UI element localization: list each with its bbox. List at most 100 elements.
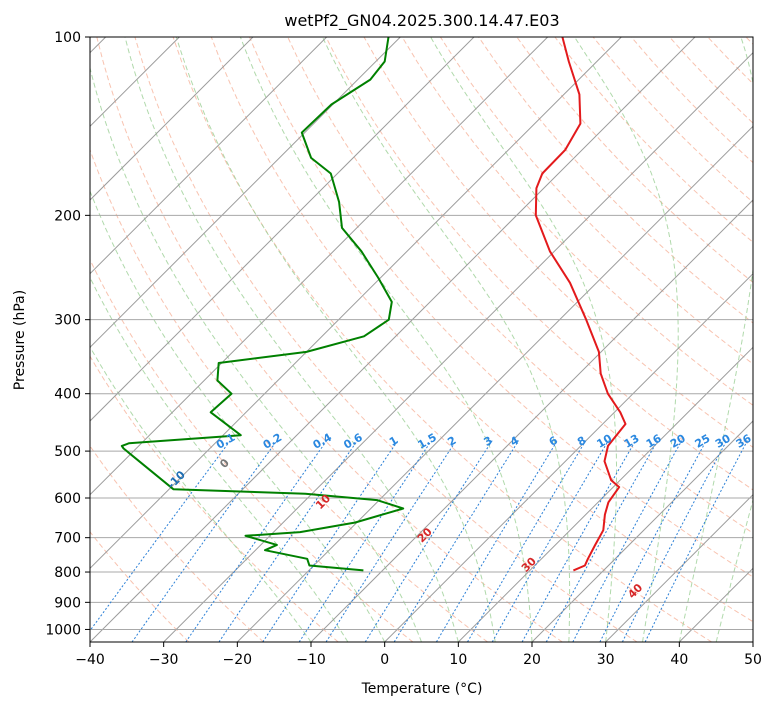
mixing-ratio-line <box>298 440 432 642</box>
y-tick-label: 900 <box>54 595 81 611</box>
moist-adiabat <box>90 276 349 642</box>
mixing-ratio-label: 0.4 <box>311 431 335 452</box>
x-tick-label: 20 <box>523 652 541 668</box>
mixing-ratio-line <box>621 440 728 642</box>
x-tick-label: −10 <box>296 652 326 668</box>
plot-area: -100-90-80-70-60-50-40-30-20-10010203040… <box>0 37 754 642</box>
isotherm <box>90 37 254 201</box>
x-tick-label: −40 <box>75 652 105 668</box>
moist-adiabat <box>322 37 571 642</box>
mixing-ratio-label: 6 <box>547 434 560 449</box>
mixing-ratio-lines <box>90 440 748 642</box>
mixing-ratio-label: 13 <box>622 432 642 451</box>
isotherm <box>310 199 753 642</box>
isotherm <box>90 37 549 496</box>
mixing-ratio-label: 1.5 <box>416 431 439 452</box>
mixing-ratio-line <box>435 440 558 642</box>
dry-adiabat <box>745 37 753 45</box>
moist-adiabat <box>90 189 386 642</box>
isotherm <box>384 272 753 642</box>
dry-adiabat-label: -10 <box>165 468 188 491</box>
dry-adiabat <box>249 37 753 578</box>
isotherm <box>90 37 622 570</box>
mixing-ratio-line <box>545 440 659 642</box>
mixing-ratio-label: 16 <box>644 432 664 451</box>
moist-adiabat <box>124 37 459 642</box>
mixing-ratio-line <box>218 440 358 642</box>
profile-series <box>120 37 627 572</box>
mixing-ratio-line <box>491 440 609 642</box>
mixing-ratio-line <box>599 440 707 642</box>
dry-adiabat <box>134 37 638 642</box>
y-tick-label: 100 <box>54 30 81 46</box>
isotherm <box>531 420 753 642</box>
isotherm <box>678 567 753 642</box>
dry-adiabat <box>439 37 753 365</box>
mixing-ratio-line <box>644 440 748 642</box>
isotherm <box>90 37 475 422</box>
dry-adiabat <box>478 37 753 324</box>
mixing-ratio-label: 36 <box>734 432 754 451</box>
y-tick-label: 1000 <box>45 622 81 638</box>
y-tick-label: 400 <box>54 387 81 403</box>
x-tick-label: 50 <box>744 652 762 668</box>
mixing-ratio-line <box>521 440 637 642</box>
y-tick-label: 300 <box>54 313 81 329</box>
moist-adiabat <box>175 37 496 642</box>
x-tick-label: 40 <box>670 652 688 668</box>
dry-adiabat <box>172 37 712 642</box>
x-tick-label: 10 <box>449 652 467 668</box>
moist-adiabat <box>715 498 753 642</box>
isotherm <box>90 37 328 275</box>
line-labels: -100-90-80-70-60-50-40-30-20-10010203040… <box>0 379 754 601</box>
dewpoint-profile <box>120 37 405 572</box>
mixing-ratio-label: 2 <box>445 434 458 449</box>
isotherm <box>90 37 401 349</box>
mixing-ratio-line <box>467 440 587 642</box>
dry-adiabat-label: 40 <box>625 581 645 601</box>
moist-adiabat <box>678 37 753 642</box>
isotherms <box>90 37 753 642</box>
dry-adiabat <box>401 37 753 406</box>
mixing-ratio-line <box>393 440 520 642</box>
mixing-ratio-line <box>262 440 399 642</box>
isotherm <box>236 125 753 642</box>
y-tick-label: 200 <box>54 208 81 224</box>
chart-title: wetPf2_GN04.2025.300.14.47.E03 <box>284 11 559 31</box>
x-tick-label: 0 <box>380 652 389 668</box>
mixing-ratio-label: 10 <box>595 432 615 451</box>
y-tick-label: 700 <box>54 531 81 547</box>
y-tick-label: 500 <box>54 444 81 460</box>
moist-adiabats <box>90 37 753 642</box>
mixing-ratio-label: 8 <box>575 434 588 449</box>
dry-adiabat <box>325 37 753 491</box>
x-axis-title: Temperature (°C) <box>361 681 483 697</box>
moist-adiabat <box>90 345 312 642</box>
dry-adiabat <box>90 355 339 642</box>
dry-adiabat <box>287 37 753 534</box>
mixing-ratio-label: 30 <box>713 432 733 451</box>
x-tick-label: 30 <box>597 652 615 668</box>
x-tick-label: −30 <box>149 652 179 668</box>
dry-adiabat <box>592 37 753 203</box>
mixing-ratio-label: 0.6 <box>341 431 365 452</box>
dry-adiabats <box>90 37 753 642</box>
dry-adiabat <box>96 37 563 642</box>
y-axis-title: Pressure (hPa) <box>12 290 28 390</box>
mixing-ratio-line <box>325 440 457 642</box>
mixing-ratio-label: 4 <box>508 434 521 449</box>
dry-adiabat <box>554 37 753 243</box>
plot-frame <box>89 36 754 643</box>
isotherm <box>457 346 753 642</box>
isotherm <box>752 641 753 642</box>
mixing-ratio-label: 3 <box>481 434 494 449</box>
y-tick-label: 800 <box>54 565 81 581</box>
dry-adiabat-label: -30 <box>0 379 9 402</box>
mixing-ratio-label: 0.2 <box>261 431 284 452</box>
y-axis-ticks: 100 200 300 400 500 600 700 800 900 1000 <box>45 30 90 638</box>
mixing-ratio-line <box>131 440 278 642</box>
mixing-ratio-label: 1 <box>387 434 400 449</box>
moist-adiabat <box>574 37 679 642</box>
dry-adiabat <box>516 37 753 284</box>
